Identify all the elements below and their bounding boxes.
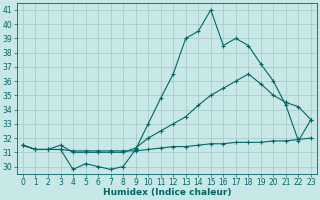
- X-axis label: Humidex (Indice chaleur): Humidex (Indice chaleur): [103, 188, 231, 197]
